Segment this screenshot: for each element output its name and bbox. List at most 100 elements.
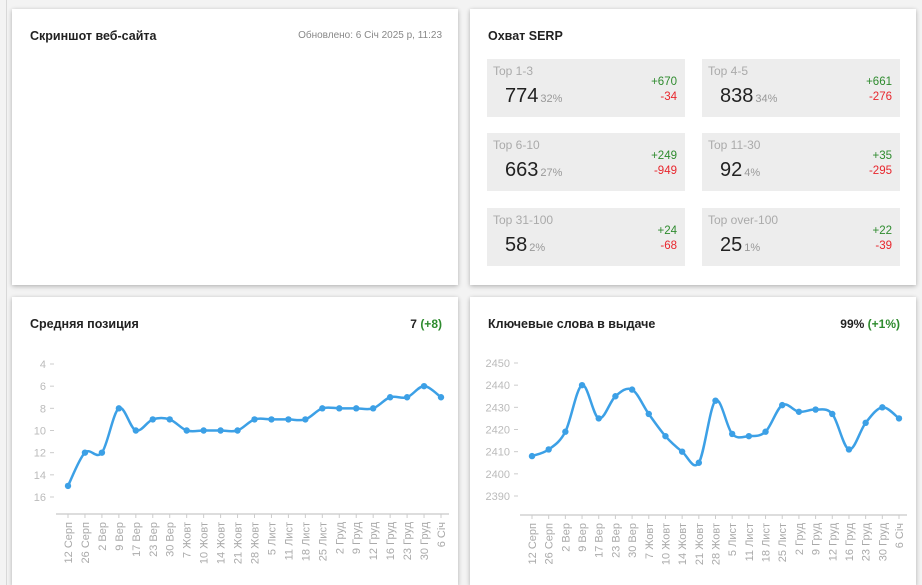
- keywords-chart: 2390 2400 2410 2420 2430 2440 2450 12 Серп 26 Се…: [486, 358, 907, 565]
- data-point[interactable]: [115, 405, 123, 412]
- tile-label: Top 4-5: [708, 64, 749, 78]
- x-tick-label: 11 Лист: [744, 523, 756, 561]
- data-point[interactable]: [403, 394, 411, 401]
- tile-lost: -276: [868, 91, 892, 103]
- data-point[interactable]: [302, 416, 309, 423]
- data-point[interactable]: [251, 416, 258, 423]
- data-point[interactable]: [862, 419, 869, 427]
- x-tick-label: 2 Груд: [794, 522, 806, 555]
- tile-lost: -68: [660, 240, 677, 252]
- data-point[interactable]: [662, 432, 669, 440]
- y-tick-label: 2440: [486, 380, 510, 392]
- x-tick-label: 23 Груд: [861, 522, 873, 561]
- x-tick-label: 6 Січ: [436, 522, 448, 547]
- tile-lost: -295: [868, 165, 892, 177]
- x-tick-label: 9 Вер: [577, 523, 589, 552]
- data-point[interactable]: [200, 427, 207, 434]
- card-title: Ключевые слова в выдаче: [488, 317, 656, 331]
- tile-count: 92: [720, 159, 743, 181]
- data-point[interactable]: [81, 449, 89, 456]
- tile-gained: +35: [872, 150, 892, 162]
- tile-lost: -39: [875, 240, 892, 252]
- data-point[interactable]: [285, 416, 292, 423]
- data-point[interactable]: [545, 446, 552, 453]
- metric-value: 99%: [840, 317, 865, 331]
- data-point[interactable]: [628, 386, 636, 393]
- data-point[interactable]: [268, 416, 275, 423]
- serp-tile: Top 4-5 838 34% +661 -276: [702, 59, 900, 117]
- x-tick-label: 17 Вер: [131, 522, 143, 557]
- screenshot-preview[interactable]: [22, 59, 448, 277]
- data-point[interactable]: [166, 416, 173, 423]
- serp-tile: Top 11-30 92 4% +35 -295: [702, 133, 900, 191]
- tile-percent: 34%: [755, 93, 778, 105]
- x-tick-label: 14 Жовт: [677, 523, 689, 565]
- data-point[interactable]: [132, 427, 140, 434]
- card-title: Средняя позиция: [30, 317, 139, 331]
- data-point[interactable]: [678, 448, 686, 455]
- data-point[interactable]: [578, 381, 586, 389]
- data-point[interactable]: [64, 482, 72, 490]
- x-tick-label: 23 Груд: [402, 521, 414, 560]
- tile-count: 58: [505, 234, 528, 256]
- y-tick-label: 2410: [486, 447, 510, 459]
- data-point[interactable]: [562, 428, 569, 435]
- x-tick-label: 21 Жовт: [694, 523, 706, 565]
- y-tick-label: 2420: [486, 425, 510, 437]
- y-tick-label: 16: [34, 492, 46, 504]
- serp-tile: Top 1-3 774 32% +670 -34: [487, 59, 685, 117]
- tile-label: Top over-100: [708, 213, 779, 227]
- data-point[interactable]: [879, 404, 886, 411]
- data-point[interactable]: [829, 410, 836, 418]
- x-tick-label: 10 Жовт: [199, 522, 211, 564]
- average-position-metric: 7 (+8): [410, 317, 442, 331]
- tile-count: 25: [720, 234, 743, 256]
- x-tick-label: 30 Груд: [877, 522, 889, 561]
- data-point[interactable]: [369, 405, 377, 412]
- metric-delta: (+1%): [867, 317, 900, 331]
- data-point[interactable]: [336, 405, 343, 412]
- data-point[interactable]: [149, 416, 156, 423]
- data-point[interactable]: [183, 427, 190, 434]
- data-point[interactable]: [98, 449, 106, 456]
- data-point[interactable]: [779, 401, 786, 409]
- y-tick-label: 2390: [486, 491, 510, 503]
- data-point[interactable]: [612, 393, 619, 400]
- data-point[interactable]: [353, 405, 360, 412]
- x-tick-label: 17 Вер: [594, 523, 606, 558]
- serp-tile: Top 6-10 663 27% +249 -949: [487, 133, 685, 191]
- card-title: Скриншот веб-сайта: [30, 29, 157, 43]
- data-point[interactable]: [745, 432, 753, 440]
- data-point[interactable]: [812, 406, 819, 413]
- data-point[interactable]: [895, 415, 903, 422]
- tile-value: 92 4%: [720, 159, 760, 182]
- data-point[interactable]: [695, 459, 703, 466]
- x-tick-label: 23 Вер: [148, 522, 160, 557]
- data-point[interactable]: [319, 405, 326, 412]
- data-point[interactable]: [217, 427, 224, 434]
- data-point[interactable]: [595, 415, 602, 422]
- x-tick-label: 9 Груд: [351, 521, 363, 554]
- data-point[interactable]: [437, 394, 445, 401]
- tile-value: 25 1%: [720, 234, 760, 257]
- data-point[interactable]: [712, 397, 719, 404]
- data-point[interactable]: [234, 427, 241, 434]
- data-point[interactable]: [386, 394, 394, 401]
- x-tick-label: 6 Січ: [894, 523, 906, 548]
- x-tick-label: 23 Вер: [610, 523, 622, 558]
- y-tick-label: 4: [40, 359, 46, 371]
- x-tick-label: 28 Жовт: [250, 522, 262, 564]
- data-point[interactable]: [420, 382, 428, 390]
- data-point[interactable]: [845, 446, 853, 453]
- y-tick-label: 6: [40, 381, 46, 393]
- tile-value: 838 34%: [720, 85, 777, 108]
- y-tick-label: 2430: [486, 402, 510, 414]
- serp-tile: Top 31-100 58 2% +24 -68: [487, 208, 685, 266]
- data-point[interactable]: [728, 430, 736, 438]
- data-point[interactable]: [528, 452, 536, 460]
- data-point[interactable]: [762, 428, 769, 435]
- data-point[interactable]: [795, 408, 803, 415]
- data-point[interactable]: [645, 410, 652, 418]
- tile-label: Top 31-100: [493, 213, 554, 227]
- serp-coverage-card: Охват SERP Top 1-3 774 32% +670 -34 Top 4-5 83…: [470, 9, 916, 285]
